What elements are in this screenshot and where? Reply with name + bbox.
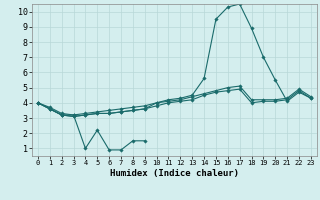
X-axis label: Humidex (Indice chaleur): Humidex (Indice chaleur) bbox=[110, 169, 239, 178]
